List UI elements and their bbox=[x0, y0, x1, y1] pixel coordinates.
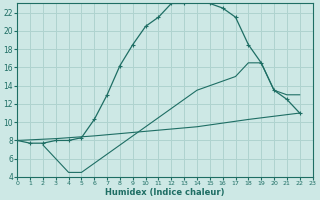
X-axis label: Humidex (Indice chaleur): Humidex (Indice chaleur) bbox=[105, 188, 225, 197]
